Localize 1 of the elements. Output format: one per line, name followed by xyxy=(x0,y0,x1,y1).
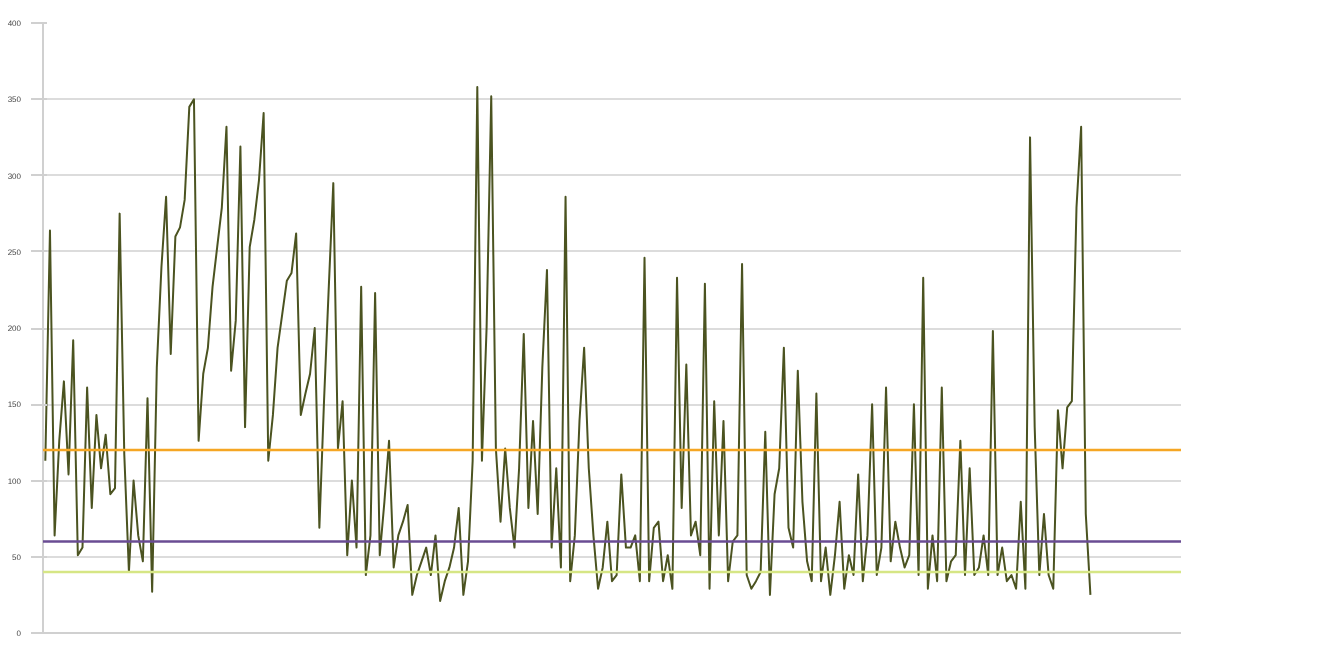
line-series xyxy=(44,86,1092,602)
